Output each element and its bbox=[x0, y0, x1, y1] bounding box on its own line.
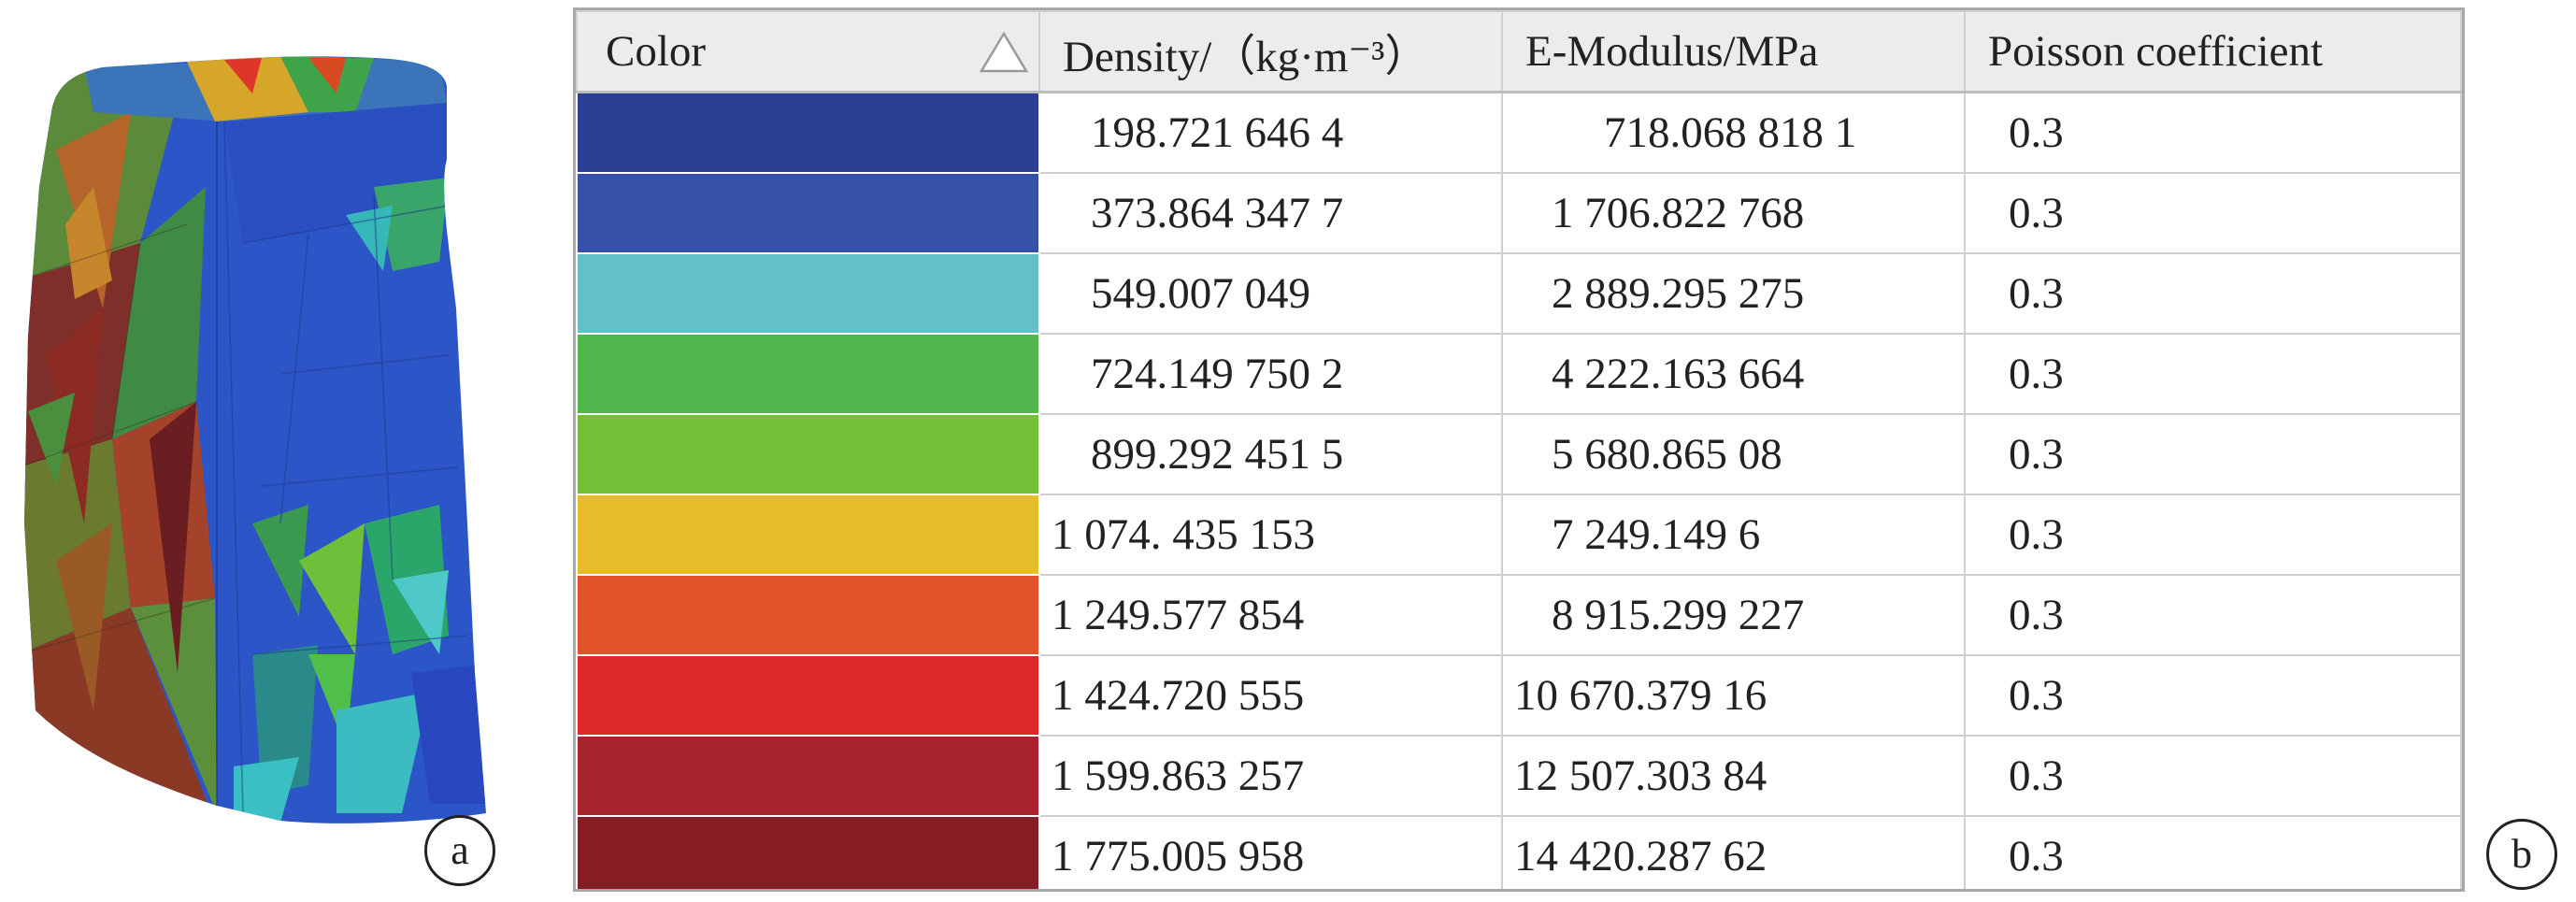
column-header-color[interactable]: Color bbox=[576, 10, 1040, 93]
table-header-row: Color Density/（kg·m⁻³） E-Modulus/MPa Poi… bbox=[576, 10, 2462, 93]
modulus-cell: 10 670.379 16 bbox=[1501, 653, 1966, 737]
property-table: Color Density/（kg·m⁻³） E-Modulus/MPa Poi… bbox=[576, 10, 2462, 889]
poisson-cell: 0.3 bbox=[1964, 493, 2462, 576]
poisson-cell: 0.3 bbox=[1964, 251, 2462, 335]
color-swatch bbox=[579, 174, 1038, 251]
poisson-cell: 0.3 bbox=[1964, 814, 2462, 889]
table-row[interactable]: 198.721 646 4 718.068 818 1 0.3 bbox=[576, 91, 2462, 174]
modulus-cell: 8 915.299 227 bbox=[1501, 573, 1966, 656]
color-swatch-cell bbox=[576, 814, 1040, 889]
modulus-cell: 7 249.149 6 bbox=[1501, 493, 1966, 576]
density-cell: 549.007 049 bbox=[1038, 251, 1503, 335]
column-header-density[interactable]: Density/（kg·m⁻³） bbox=[1038, 10, 1503, 93]
color-swatch bbox=[579, 817, 1038, 889]
density-cell: 1 775.005 958 bbox=[1038, 814, 1503, 889]
color-swatch-cell bbox=[576, 653, 1040, 737]
table-row[interactable]: 1 424.720 555 10 670.379 16 0.3 bbox=[576, 653, 2462, 737]
modulus-cell: 2 889.295 275 bbox=[1501, 251, 1966, 335]
poisson-cell: 0.3 bbox=[1964, 412, 2462, 495]
modulus-cell: 5 680.865 08 bbox=[1501, 412, 1966, 495]
color-swatch bbox=[579, 656, 1038, 734]
density-cell: 724.149 750 2 bbox=[1038, 332, 1503, 415]
color-swatch-cell bbox=[576, 573, 1040, 656]
column-header-poisson[interactable]: Poisson coefficient bbox=[1964, 10, 2462, 93]
panel-label-a: a bbox=[424, 815, 495, 886]
material-property-table: Color Density/（kg·m⁻³） E-Modulus/MPa Poi… bbox=[573, 7, 2465, 892]
poisson-cell: 0.3 bbox=[1964, 573, 2462, 656]
color-swatch-cell bbox=[576, 251, 1040, 335]
mesh-model-image bbox=[24, 56, 486, 823]
color-swatch bbox=[579, 576, 1038, 653]
table-row[interactable]: 1 249.577 854 8 915.299 227 0.3 bbox=[576, 573, 2462, 656]
color-swatch bbox=[579, 415, 1038, 493]
poisson-cell: 0.3 bbox=[1964, 734, 2462, 817]
modulus-cell: 4 222.163 664 bbox=[1501, 332, 1966, 415]
column-header-color-label: Color bbox=[606, 27, 707, 76]
mesh-model-figure: a bbox=[0, 0, 523, 902]
poisson-cell: 0.3 bbox=[1964, 332, 2462, 415]
panel-label-b: b bbox=[2486, 819, 2557, 890]
table-row[interactable]: 549.007 049 2 889.295 275 0.3 bbox=[576, 251, 2462, 335]
column-header-modulus[interactable]: E-Modulus/MPa bbox=[1501, 10, 1966, 93]
color-swatch bbox=[579, 254, 1038, 332]
table-row[interactable]: 1 074. 435 153 7 249.149 6 0.3 bbox=[576, 493, 2462, 576]
modulus-cell: 14 420.287 62 bbox=[1501, 814, 1966, 889]
color-swatch bbox=[579, 335, 1038, 412]
modulus-cell: 12 507.303 84 bbox=[1501, 734, 1966, 817]
color-swatch-cell bbox=[576, 412, 1040, 495]
color-swatch-cell bbox=[576, 734, 1040, 817]
poisson-cell: 0.3 bbox=[1964, 171, 2462, 254]
color-swatch bbox=[579, 93, 1038, 171]
table-row[interactable]: 1 775.005 958 14 420.287 62 0.3 bbox=[576, 814, 2462, 889]
table-row[interactable]: 1 599.863 257 12 507.303 84 0.3 bbox=[576, 734, 2462, 817]
modulus-cell: 718.068 818 1 bbox=[1501, 91, 1966, 174]
color-swatch bbox=[579, 737, 1038, 814]
density-cell: 1 599.863 257 bbox=[1038, 734, 1503, 817]
density-cell: 1 074. 435 153 bbox=[1038, 493, 1503, 576]
poisson-cell: 0.3 bbox=[1964, 91, 2462, 174]
modulus-cell: 1 706.822 768 bbox=[1501, 171, 1966, 254]
density-cell: 1 424.720 555 bbox=[1038, 653, 1503, 737]
color-swatch-cell bbox=[576, 493, 1040, 576]
poisson-cell: 0.3 bbox=[1964, 653, 2462, 737]
color-swatch-cell bbox=[576, 91, 1040, 174]
density-cell: 198.721 646 4 bbox=[1038, 91, 1503, 174]
sort-ascending-triangle-icon[interactable] bbox=[979, 31, 1029, 74]
color-swatch-cell bbox=[576, 171, 1040, 254]
density-cell: 899.292 451 5 bbox=[1038, 412, 1503, 495]
density-cell: 1 249.577 854 bbox=[1038, 573, 1503, 656]
color-swatch-cell bbox=[576, 332, 1040, 415]
density-cell: 373.864 347 7 bbox=[1038, 171, 1503, 254]
color-swatch bbox=[579, 495, 1038, 573]
